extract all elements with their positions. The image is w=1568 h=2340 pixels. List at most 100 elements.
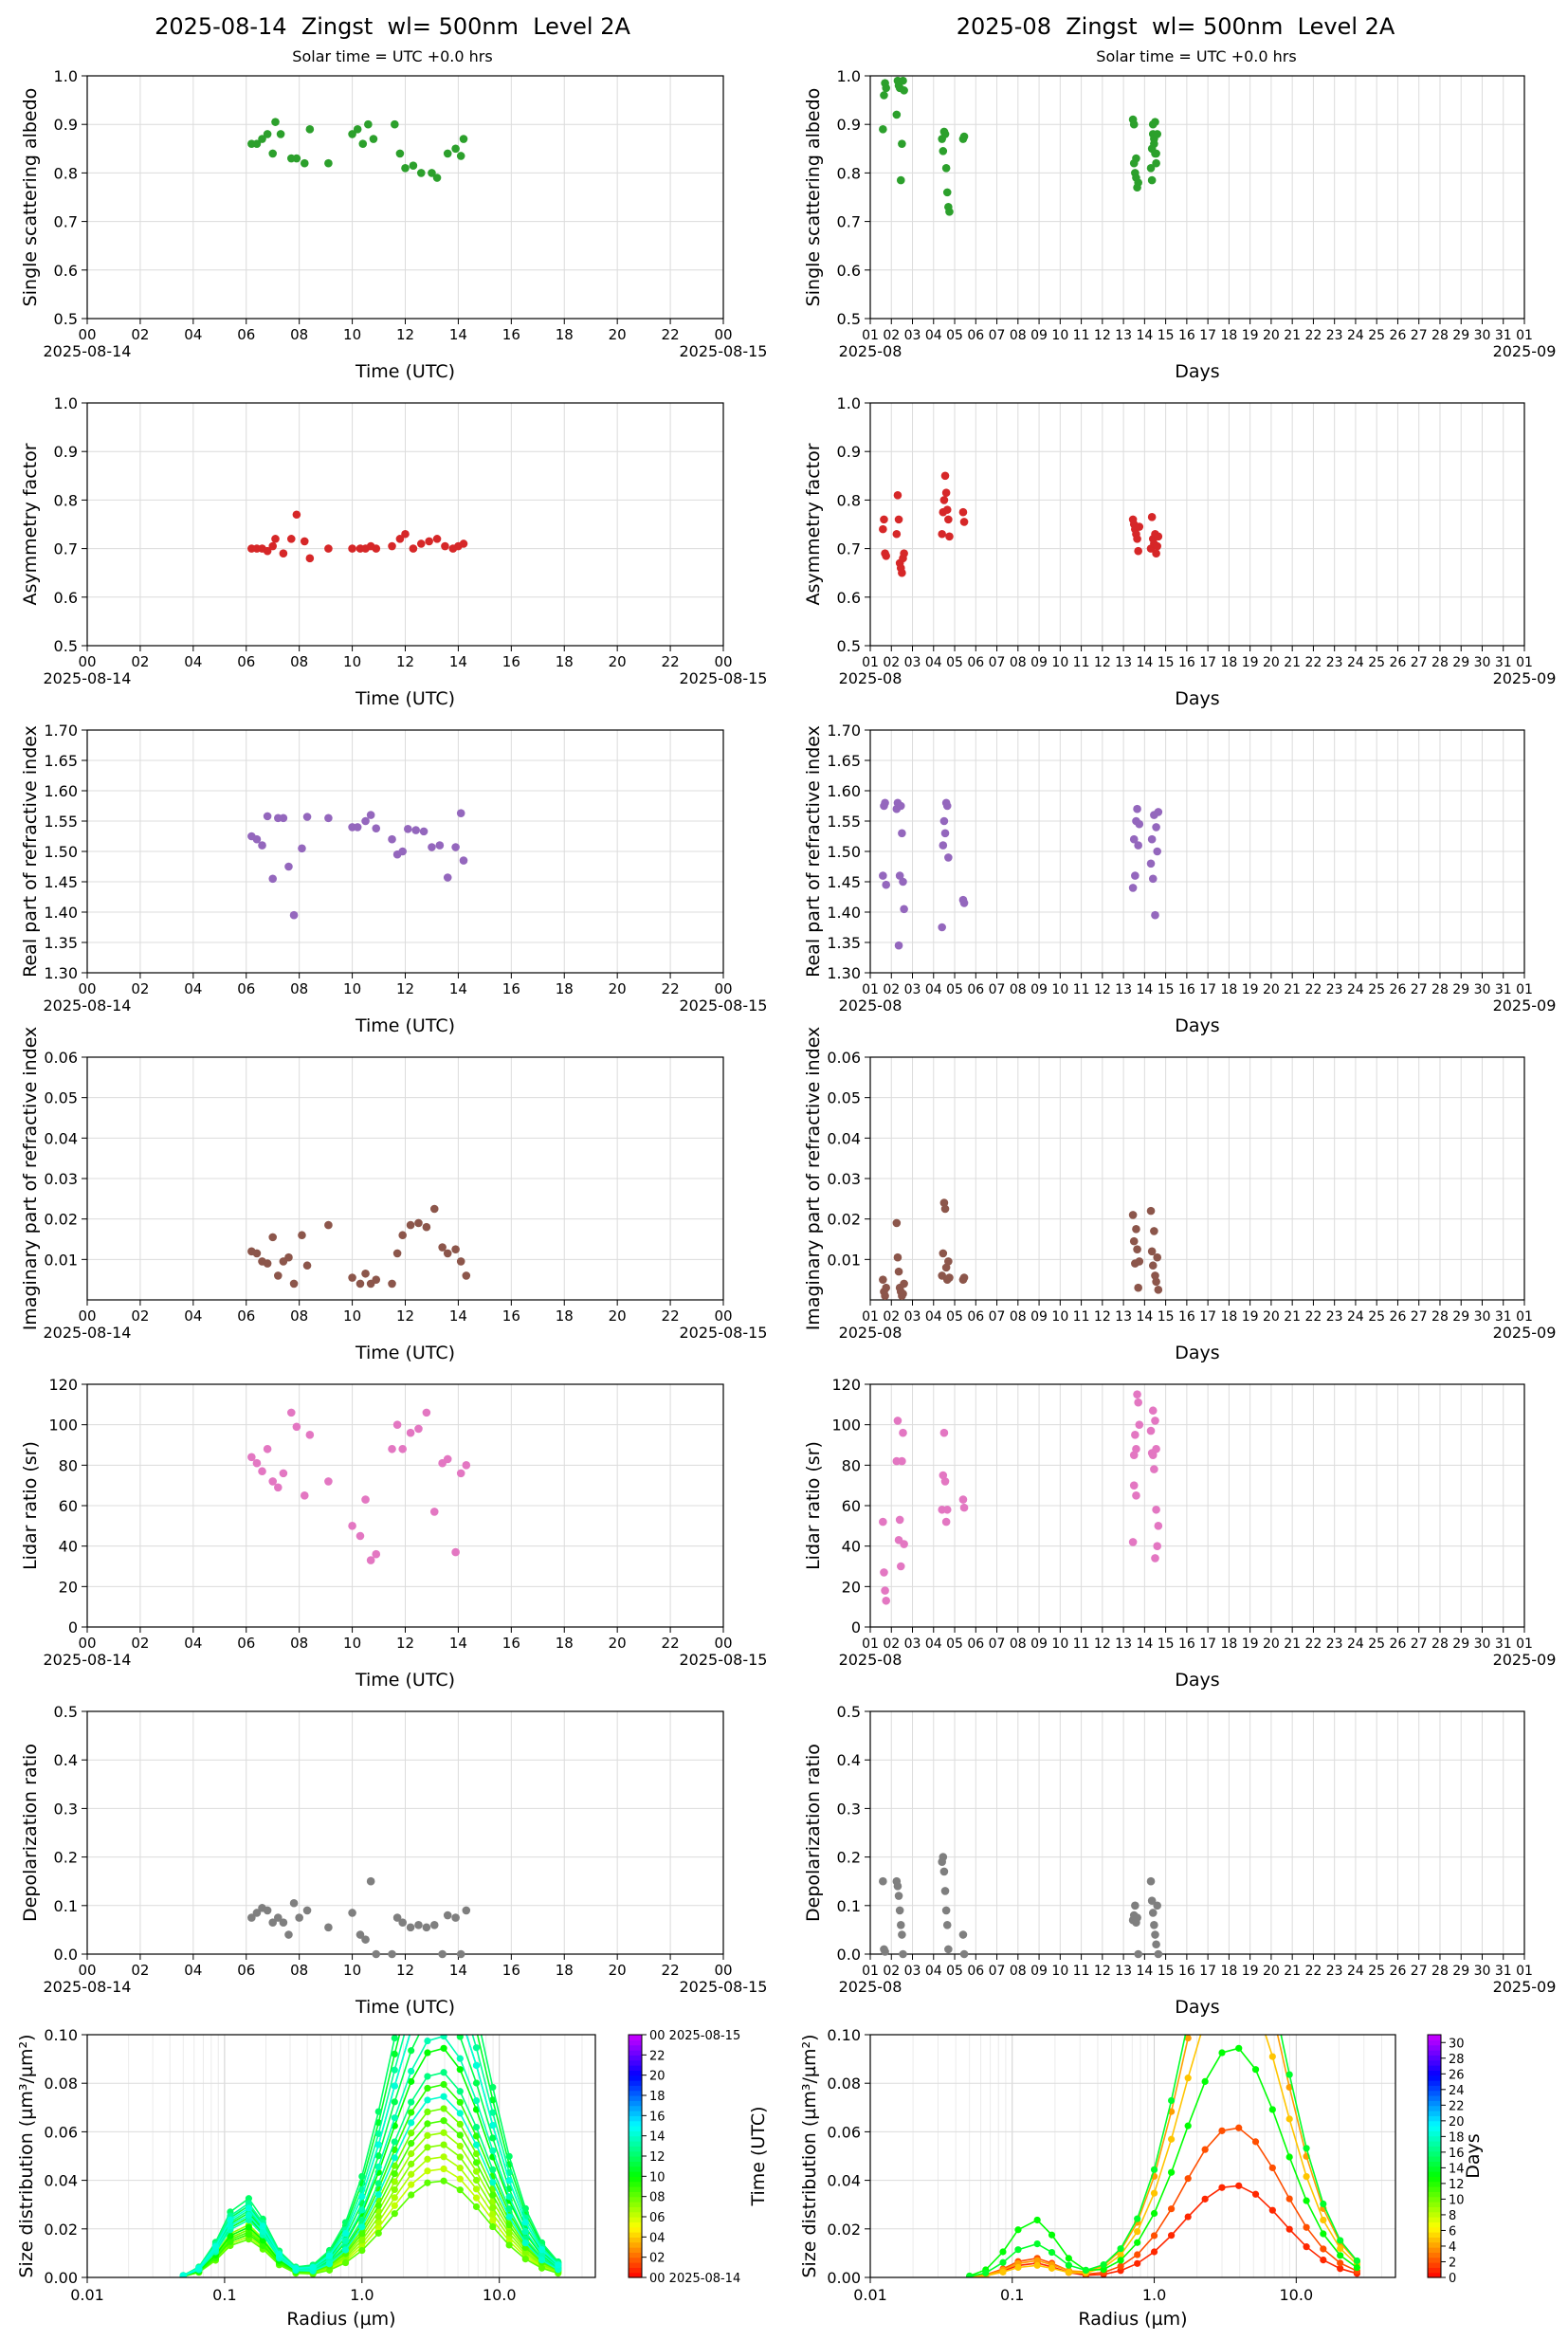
day-size-colorbar-band xyxy=(629,2059,642,2066)
month-rri-date-end: 2025-09 xyxy=(1493,996,1557,1015)
day-size-curve-point xyxy=(408,2130,415,2137)
month-iri-point xyxy=(882,1283,890,1292)
month-asy-point xyxy=(1133,535,1141,543)
month-depol-point xyxy=(1133,1913,1141,1922)
month-ssa-xtick-label: 21 xyxy=(1284,328,1301,343)
day-asy-xtick-label: 04 xyxy=(184,653,202,670)
month-size-curve-point xyxy=(1285,2115,1293,2123)
day-depol-ylabel: Depolarization ratio xyxy=(20,1744,41,1922)
day-ssa-xtick-label: 14 xyxy=(449,326,467,343)
month-size-curve-point xyxy=(1117,2251,1124,2258)
month-asy-xtick-label: 21 xyxy=(1284,655,1301,670)
month-iri-ytick-label: 0.06 xyxy=(827,1049,861,1067)
day-size-curve-point xyxy=(521,2219,529,2226)
day-ssa-point xyxy=(292,154,301,163)
day-size-curve xyxy=(182,2035,559,2276)
day-rri-point xyxy=(443,873,452,882)
month-size-colorbar-band xyxy=(1428,2105,1441,2111)
day-rri-point xyxy=(372,824,381,832)
month-rri-ytick-label: 1.40 xyxy=(827,904,861,922)
month-size-curve-point xyxy=(1320,2256,1327,2264)
month-size-curve-point xyxy=(1320,2200,1327,2208)
month-lidar-point xyxy=(959,1503,969,1512)
day-size-curve-point xyxy=(374,2163,382,2170)
month-asy-point xyxy=(880,515,888,524)
day-size-curve-point xyxy=(505,2221,513,2229)
month-size-ytick-label: 0.06 xyxy=(827,2123,861,2141)
month-asy-xtick-label: 30 xyxy=(1474,655,1491,670)
month-depol-ytick-label: 0.0 xyxy=(837,1946,861,1964)
day-iri-xtick-label: 22 xyxy=(662,1307,680,1325)
day-asy-xtick-label: 22 xyxy=(662,653,680,670)
month-depol-ytick-label: 0.3 xyxy=(837,1800,861,1818)
day-size-curve-point xyxy=(358,2206,366,2214)
month-size-colorbar-tick-label: 30 xyxy=(1449,2037,1465,2051)
month-iri-xtick-label: 01 xyxy=(862,1309,879,1325)
day-asy-point xyxy=(416,539,426,548)
day-size-colorbar-tick-label: 22 xyxy=(649,2049,665,2063)
month-depol-xtick-label: 25 xyxy=(1368,1964,1385,1979)
month-size-curve-point xyxy=(1014,2263,1022,2272)
day-asy-point xyxy=(441,541,449,551)
month-lidar-xtick-label: 28 xyxy=(1431,1636,1449,1652)
month-size-frame xyxy=(869,2034,1396,2278)
month-ssa-frame xyxy=(869,75,1525,320)
month-lidar-xtick-label: 23 xyxy=(1326,1636,1343,1652)
day-lidar-point xyxy=(252,1458,262,1468)
day-ssa-point xyxy=(409,161,418,171)
day-size-curve-point xyxy=(358,2223,366,2231)
day-size-frame xyxy=(86,2034,596,2278)
day-lidar-xlabel: Time (UTC) xyxy=(355,1670,455,1691)
day-depol-point xyxy=(295,1913,303,1922)
day-lidar-point xyxy=(263,1444,272,1453)
day-depol-point xyxy=(406,1923,415,1932)
day-asy-ytick-label: 0.8 xyxy=(54,491,78,509)
day-asy-panel: 0.5 0.6 0.7 0.8 0.9 1.0 00 02 04 06 08 10 12 14 16 18 20… xyxy=(20,394,767,709)
month-size-curve-point xyxy=(1134,2239,1141,2246)
day-rri-point xyxy=(279,814,288,823)
month-lidar-point xyxy=(893,1417,903,1425)
day-size-curve-point xyxy=(391,2170,398,2178)
month-size-curve-point xyxy=(1168,2232,1176,2239)
day-depol-panel: 0.0 0.1 0.2 0.3 0.4 0.5 00 02 04 06 08 10 12 14 16 18 20… xyxy=(20,1703,767,2018)
month-ssa-ytick-label: 0.9 xyxy=(837,116,861,134)
day-depol-point xyxy=(284,1930,293,1939)
month-iri-ytick-label: 0.01 xyxy=(827,1251,861,1269)
day-iri-xtick-label: 16 xyxy=(502,1307,520,1325)
day-size-curve-point xyxy=(391,2050,398,2058)
day-size-curve-point xyxy=(391,2098,398,2106)
day-ssa-point xyxy=(258,135,266,143)
month-lidar-point xyxy=(899,1428,907,1437)
day-size-curve-point xyxy=(440,2165,447,2173)
month-depol-point xyxy=(893,1882,903,1891)
day-size-curve-point xyxy=(358,2193,366,2201)
month-asy-point xyxy=(879,524,887,534)
day-lidar-point xyxy=(356,1531,365,1541)
day-ssa-point xyxy=(416,169,426,177)
month-iri-xtick-label: 04 xyxy=(925,1309,942,1325)
month-ssa-xtick-label: 16 xyxy=(1178,328,1195,343)
month-depol-date-start: 2025-08 xyxy=(839,1978,903,1996)
month-size-colorbar-band xyxy=(1428,2206,1441,2213)
day-asy-point xyxy=(279,549,288,558)
day-ssa-ytick-label: 1.0 xyxy=(54,67,78,85)
month-depol-point xyxy=(1134,1949,1142,1959)
month-depol-point xyxy=(942,1920,952,1929)
day-lidar-xtick-label: 00 xyxy=(714,1635,732,1652)
day-size-colorbar-band xyxy=(629,2196,642,2203)
month-ssa-point xyxy=(1148,119,1158,129)
day-size-colorbar-band xyxy=(629,2065,642,2071)
day-lidar-xtick-label: 12 xyxy=(396,1635,414,1652)
month-iri-xlabel: Days xyxy=(1175,1343,1219,1363)
day-size-curve-point xyxy=(505,2229,513,2237)
month-lidar-ylabel: Lidar ratio (sr) xyxy=(803,1441,824,1570)
day-size-curve-point xyxy=(341,2229,350,2238)
day-lidar-xtick-label: 20 xyxy=(609,1635,627,1652)
day-rri-point xyxy=(263,812,272,821)
month-ssa-point xyxy=(1152,158,1160,168)
month-lidar-xtick-label: 11 xyxy=(1073,1636,1090,1652)
day-size-colorbar-band xyxy=(629,2241,642,2248)
month-asy-xtick-label: 28 xyxy=(1431,655,1449,670)
month-iri-point xyxy=(1152,1277,1160,1287)
month-iri-xtick-label: 23 xyxy=(1326,1309,1343,1325)
